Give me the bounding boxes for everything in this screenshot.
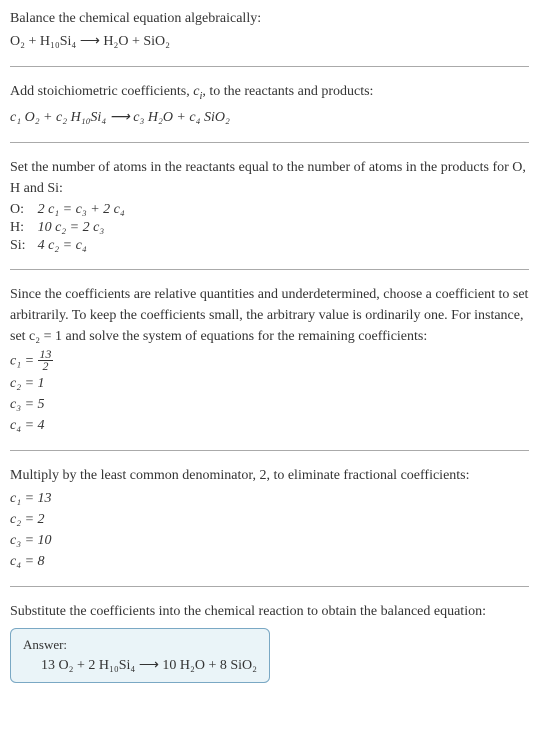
table-row: O: 2 c₁ = c₃ + 2 c₄ [10, 201, 131, 219]
element-equation: 4 c₂ = c₄ [38, 237, 131, 255]
c4-value: c₄ = 4 [10, 415, 529, 436]
solve-text: Since the coefficients are relative quan… [10, 284, 529, 347]
c1-value: c₁ = 13 [10, 488, 529, 509]
table-row: H: 10 c₂ = 2 c₃ [10, 219, 131, 237]
coefficients-fractional: c₁ = 132 c₂ = 1 c₃ = 5 c₄ = 4 [10, 349, 529, 437]
element-label: H: [10, 219, 38, 237]
element-label: Si: [10, 237, 38, 255]
divider [10, 450, 529, 451]
section-multiply: Multiply by the least common denominator… [10, 465, 529, 572]
c4-value: c₄ = 8 [10, 551, 529, 572]
stoich-equation: c₁ O₂ + c₂ H₁₀Si₄ ⟶ c₃ H₂O + c₄ SiO₂ [10, 107, 529, 128]
balanced-equation: 13 O₂ + 2 H₁₀Si₄ ⟶ 10 H₂O + 8 SiO₂ [23, 657, 257, 674]
element-equation: 2 c₁ = c₃ + 2 c₄ [38, 201, 131, 219]
c3-value: c₃ = 10 [10, 530, 529, 551]
c1-value: c₁ = 132 [10, 349, 529, 374]
table-row: Si: 4 c₂ = c₄ [10, 237, 131, 255]
c1-label: c₁ = [10, 353, 38, 368]
coefficients-integer: c₁ = 13 c₂ = 2 c₃ = 10 c₄ = 8 [10, 488, 529, 572]
divider [10, 66, 529, 67]
answer-label: Answer: [23, 637, 257, 653]
section-stoich: Add stoichiometric coefficients, ci, to … [10, 81, 529, 128]
answer-intro: Substitute the coefficients into the che… [10, 601, 529, 622]
section-balance-intro: Balance the chemical equation algebraica… [10, 8, 529, 52]
divider [10, 269, 529, 270]
stoich-text: Add stoichiometric coefficients, ci, to … [10, 81, 529, 105]
frac-den: 2 [38, 361, 54, 373]
answer-box: Answer: 13 O₂ + 2 H₁₀Si₄ ⟶ 10 H₂O + 8 Si… [10, 628, 270, 683]
atoms-equations-table: O: 2 c₁ = c₃ + 2 c₄ H: 10 c₂ = 2 c₃ Si: … [10, 201, 131, 255]
section-atoms: Set the number of atoms in the reactants… [10, 157, 529, 255]
c2-value: c₂ = 2 [10, 509, 529, 530]
element-label: O: [10, 201, 38, 219]
intro-text: Balance the chemical equation algebraica… [10, 8, 529, 29]
atoms-text: Set the number of atoms in the reactants… [10, 157, 529, 199]
c2-value: c₂ = 1 [10, 373, 529, 394]
divider [10, 142, 529, 143]
element-equation: 10 c₂ = 2 c₃ [38, 219, 131, 237]
multiply-text: Multiply by the least common denominator… [10, 465, 529, 486]
fraction: 132 [38, 349, 54, 374]
intro-equation: O₂ + H₁₀Si₄ ⟶ H₂O + SiO₂ [10, 31, 529, 52]
divider [10, 586, 529, 587]
stoich-text-b: , to the reactants and products: [202, 84, 373, 99]
c3-value: c₃ = 5 [10, 394, 529, 415]
stoich-text-a: Add stoichiometric coefficients, [10, 84, 193, 99]
section-solve: Since the coefficients are relative quan… [10, 284, 529, 437]
section-answer: Substitute the coefficients into the che… [10, 601, 529, 683]
